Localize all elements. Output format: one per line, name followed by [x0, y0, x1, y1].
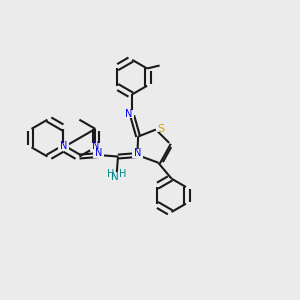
Bar	[58, 143, 69, 152]
Bar	[111, 172, 122, 180]
Bar	[123, 110, 134, 118]
Text: N: N	[134, 148, 141, 158]
Text: N: N	[111, 172, 119, 182]
Text: N: N	[60, 141, 67, 151]
Bar	[132, 149, 142, 158]
Text: N: N	[125, 109, 132, 119]
Text: H: H	[119, 169, 126, 179]
Text: H: H	[107, 169, 115, 179]
Bar	[94, 149, 104, 158]
Bar	[156, 124, 165, 132]
Text: S: S	[158, 124, 165, 134]
Text: N: N	[92, 141, 100, 151]
Bar	[90, 143, 101, 152]
Text: N: N	[95, 148, 102, 158]
